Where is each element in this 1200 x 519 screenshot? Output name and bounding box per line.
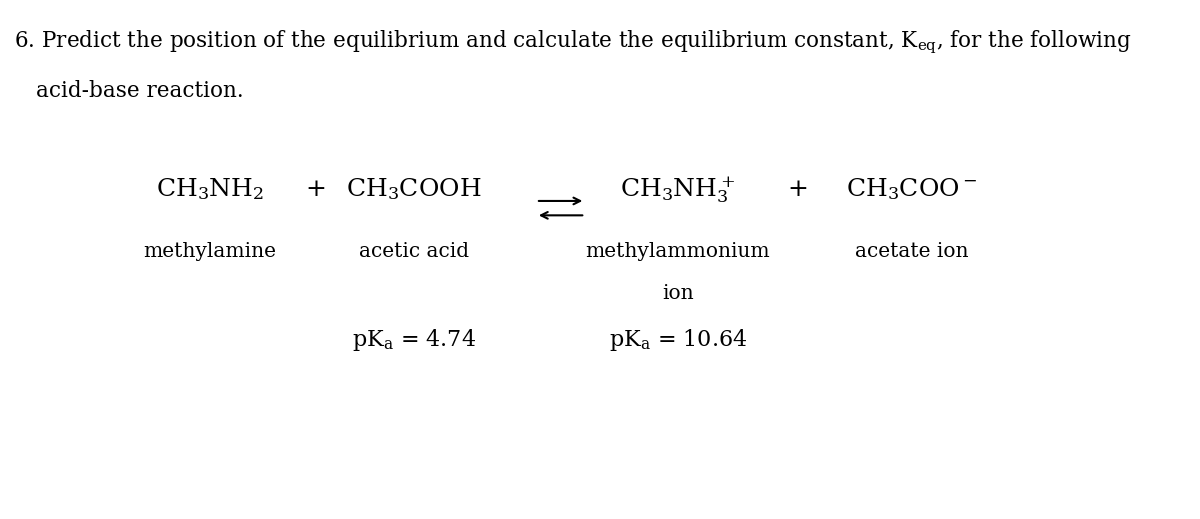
Text: 6. Predict the position of the equilibrium and calculate the equilibrium constan: 6. Predict the position of the equilibri… [14, 29, 1133, 56]
Text: $\mathdefault{CH_3COO^-}$: $\mathdefault{CH_3COO^-}$ [846, 176, 978, 202]
Text: $\mathdefault{pK_a}$ = 10.64: $\mathdefault{pK_a}$ = 10.64 [608, 327, 748, 353]
Text: $\mathdefault{CH_3COOH}$: $\mathdefault{CH_3COOH}$ [347, 176, 481, 202]
Text: ion: ion [662, 284, 694, 303]
Text: acetate ion: acetate ion [856, 242, 968, 261]
Text: methylammonium: methylammonium [586, 242, 770, 261]
Text: +: + [787, 178, 809, 201]
Text: $\mathdefault{pK_a}$ = 4.74: $\mathdefault{pK_a}$ = 4.74 [352, 327, 476, 353]
Text: $\mathdefault{CH_3NH_2}$: $\mathdefault{CH_3NH_2}$ [156, 176, 264, 202]
Text: methylamine: methylamine [144, 242, 276, 261]
Text: $\mathdefault{CH_3NH_3^+}$: $\mathdefault{CH_3NH_3^+}$ [620, 174, 736, 205]
Text: acid-base reaction.: acid-base reaction. [36, 80, 244, 102]
Text: acetic acid: acetic acid [359, 242, 469, 261]
Text: +: + [305, 178, 326, 201]
